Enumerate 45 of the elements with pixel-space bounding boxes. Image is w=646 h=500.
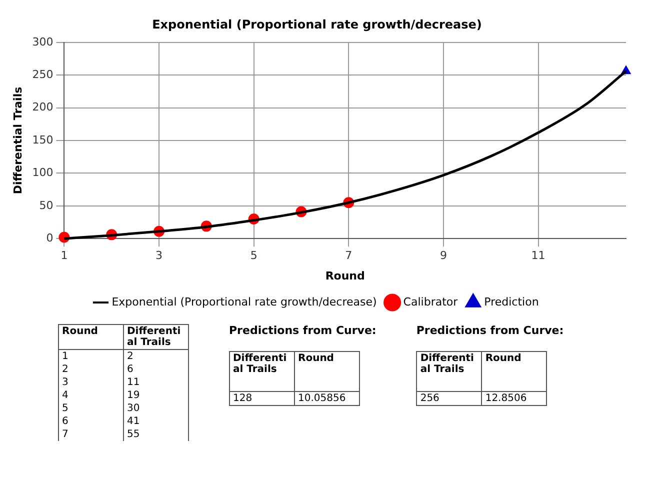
x-tick-label: 11 xyxy=(531,249,546,262)
text: Differential Trails xyxy=(233,353,288,375)
x-axis-title: Round xyxy=(325,269,365,282)
text: 12.8506 xyxy=(482,392,547,406)
y-tick-label: 100 xyxy=(32,166,54,180)
text: Round xyxy=(62,326,99,337)
text: Differential Trails xyxy=(420,353,475,375)
text: Predictions from Curve: xyxy=(229,324,376,337)
text: 19 xyxy=(124,389,188,402)
chart-title: Exponential (Proportional rate growth/decrease) xyxy=(152,17,482,32)
text: 3 xyxy=(58,376,124,389)
legend-label: Prediction xyxy=(484,295,539,308)
legend-label: Calibrator xyxy=(403,295,458,308)
text: Round xyxy=(485,353,522,364)
text: 128 xyxy=(230,392,294,406)
y-tick-label: 150 xyxy=(32,133,54,146)
y-axis-title: Differential Trails xyxy=(11,86,24,194)
y-tick-label: 300 xyxy=(32,35,54,48)
text: 11 xyxy=(124,376,188,389)
text: 6 xyxy=(124,363,188,376)
text: 7 xyxy=(58,428,124,441)
x-tick-label: 3 xyxy=(156,249,163,262)
text: 5 xyxy=(58,402,124,415)
x-tick-label: 9 xyxy=(440,249,447,262)
text: Differential Trails xyxy=(127,326,182,348)
y-tick-label: 250 xyxy=(32,68,54,81)
text: Predictions from Curve: xyxy=(416,324,564,337)
x-tick-label: 5 xyxy=(250,249,258,262)
text: 10.05856 xyxy=(294,392,360,406)
y-tick-label: 200 xyxy=(32,100,54,114)
legend-label: Exponential (Proportional rate growth/decrease) xyxy=(112,295,377,308)
text: 41 xyxy=(124,415,188,428)
y-tick-label: 50 xyxy=(39,198,54,212)
text: 30 xyxy=(124,402,188,415)
x-tick-label: 1 xyxy=(60,249,68,262)
text: 256 xyxy=(416,392,482,406)
text: 2 xyxy=(58,363,124,376)
y-tick-label: 0 xyxy=(46,231,54,244)
x-tick-label: 7 xyxy=(345,249,352,262)
text: 2 xyxy=(124,350,188,363)
text: 6 xyxy=(58,415,124,428)
text: 55 xyxy=(124,428,188,441)
text: 1 xyxy=(58,350,124,363)
text: Round xyxy=(298,353,335,364)
text: 4 xyxy=(58,389,124,402)
